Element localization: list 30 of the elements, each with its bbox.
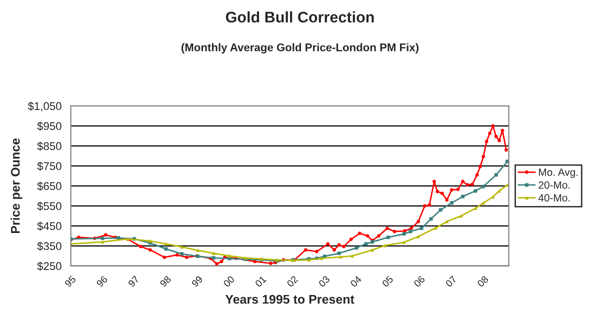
x-tick-label: 95 (64, 275, 76, 288)
y-tick-label: $550 (37, 202, 62, 211)
x-tick-label: 97 (128, 275, 140, 288)
x-tick-label: 07 (445, 275, 457, 288)
x-tick-label: 98 (159, 275, 172, 288)
chart-subtitle: (Monthly Average Gold Price-London PM Fix) (182, 43, 418, 54)
x-tick-label: 96 (96, 275, 108, 288)
legend-label: Mo. Avg. (539, 168, 578, 178)
y-axis-title: Price per Ounce (10, 138, 22, 234)
x-tick-label: 04 (350, 275, 362, 288)
x-axis-title: Years 1995 to Present (225, 294, 354, 304)
x-tick-label: 05 (382, 275, 394, 288)
x-tick-label: 06 (413, 275, 426, 288)
x-tick-label: 08 (476, 275, 489, 288)
legend-label: 40-Mo. (538, 194, 570, 202)
y-tick-label: $250 (37, 262, 62, 271)
x-tick-label: 01 (254, 275, 267, 288)
y-tick-label: $1,050 (28, 102, 62, 112)
chart-title: Gold Bull Correction (226, 11, 374, 23)
x-tick-label: 99 (191, 275, 204, 288)
y-tick-label: $650 (37, 182, 62, 191)
x-tick-label: 03 (318, 275, 330, 288)
y-tick-label: $350 (37, 242, 62, 251)
y-tick-label: $750 (37, 162, 62, 171)
y-tick-label: $950 (37, 122, 62, 131)
y-tick-label: $450 (37, 222, 62, 231)
y-tick-label: $850 (37, 142, 62, 151)
x-tick-label: 02 (286, 275, 298, 288)
legend-label: 20-Mo. (538, 181, 570, 189)
x-tick-label: 00 (222, 275, 235, 288)
